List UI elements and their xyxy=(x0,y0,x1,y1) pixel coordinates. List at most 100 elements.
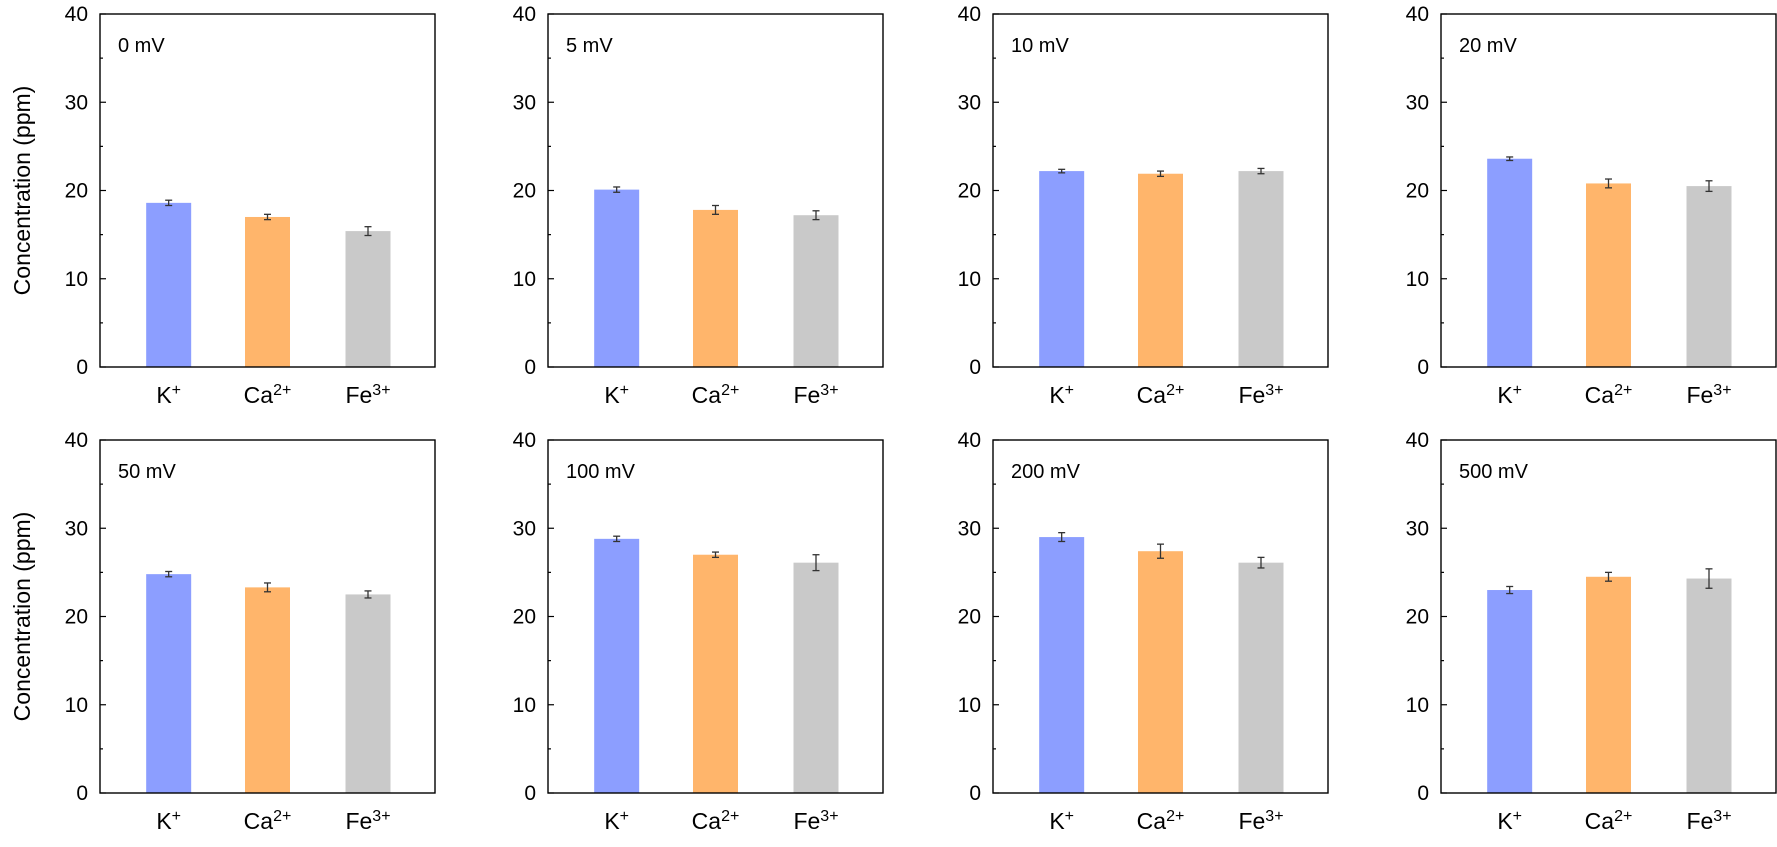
chart-panel: 0 10 20 30 40 K+ Ca2+ Fe3+ 50 mV Concentration (p… xyxy=(9,429,436,834)
y-tick-label: 30 xyxy=(958,517,981,540)
bar xyxy=(1238,171,1284,367)
error-bar xyxy=(712,551,719,559)
panel-title: 100 mV xyxy=(566,461,636,483)
y-tick-label: 20 xyxy=(1406,180,1429,203)
y-tick-label: 10 xyxy=(1406,268,1429,291)
y-tick-label: 30 xyxy=(65,517,88,540)
panel-title: 0 mV xyxy=(118,35,165,57)
bar xyxy=(345,231,391,367)
bar xyxy=(1686,186,1732,367)
error-bar xyxy=(812,210,820,221)
x-tick-label: K+ xyxy=(1049,808,1074,834)
error-bar xyxy=(1157,170,1164,178)
y-tick-label: 20 xyxy=(1406,606,1429,629)
x-tick-label: Ca2+ xyxy=(244,808,292,834)
error-bar xyxy=(1605,178,1612,189)
bar xyxy=(1039,537,1085,793)
y-tick-label: 30 xyxy=(1406,517,1429,540)
error-bar xyxy=(1506,156,1514,162)
bar xyxy=(1586,576,1631,793)
y-tick-label: 20 xyxy=(958,180,981,203)
y-tick-label: 40 xyxy=(1406,3,1429,26)
panel-title: 500 mV xyxy=(1459,461,1529,483)
chart-panel: 0 10 20 30 40 K+ Ca2+ Fe3+ 0 mV Concentration (pp… xyxy=(9,3,436,408)
chart-panel: 0 10 20 30 40 K+ Ca2+ Fe3+ 5 mV xyxy=(513,3,884,408)
error-bar xyxy=(1058,532,1066,543)
bar xyxy=(146,574,192,793)
bar xyxy=(1238,562,1284,793)
y-tick-label: 40 xyxy=(958,3,981,26)
error-bar xyxy=(165,199,173,207)
chart-panel: 0 10 20 30 40 K+ Ca2+ Fe3+ 500 mV xyxy=(1406,429,1777,834)
x-tick-label: Fe3+ xyxy=(793,808,838,834)
y-axis-label: Concentration (ppm) xyxy=(9,86,35,296)
bar xyxy=(245,216,290,367)
bar xyxy=(594,538,640,793)
y-tick-label: 20 xyxy=(958,606,981,629)
panel-title: 200 mV xyxy=(1011,461,1081,483)
y-tick-label: 10 xyxy=(958,268,981,291)
y-tick-label: 10 xyxy=(958,694,981,717)
y-tick-label: 0 xyxy=(524,782,536,805)
chart-panel: 0 10 20 30 40 K+ Ca2+ Fe3+ 200 mV xyxy=(958,429,1329,834)
error-bar xyxy=(165,570,173,578)
y-axis-label: Concentration (ppm) xyxy=(9,512,35,722)
x-tick-label: Ca2+ xyxy=(1585,808,1633,834)
panel-title: 5 mV xyxy=(566,35,613,57)
y-tick-label: 10 xyxy=(65,694,88,717)
bar xyxy=(1138,173,1183,367)
x-tick-label: K+ xyxy=(156,808,181,834)
bar xyxy=(146,202,192,367)
y-tick-label: 20 xyxy=(65,180,88,203)
x-tick-label: Fe3+ xyxy=(345,808,390,834)
y-tick-label: 0 xyxy=(524,356,536,379)
y-tick-label: 20 xyxy=(65,606,88,629)
y-tick-label: 0 xyxy=(1417,782,1429,805)
y-tick-label: 40 xyxy=(513,3,536,26)
y-tick-label: 30 xyxy=(65,91,88,114)
error-bar xyxy=(1257,167,1265,175)
error-bar xyxy=(1257,556,1265,569)
error-bar xyxy=(264,213,271,221)
bar xyxy=(245,587,290,793)
bar xyxy=(1138,551,1183,793)
panel-title: 10 mV xyxy=(1011,35,1069,57)
y-tick-label: 0 xyxy=(969,782,981,805)
error-bar xyxy=(1705,180,1713,193)
error-bar xyxy=(1506,585,1514,595)
y-tick-label: 10 xyxy=(513,268,536,291)
bar xyxy=(1586,183,1631,367)
y-tick-label: 10 xyxy=(1406,694,1429,717)
y-tick-label: 40 xyxy=(958,429,981,452)
x-tick-label: K+ xyxy=(156,382,181,408)
error-bar xyxy=(364,590,372,599)
error-bar xyxy=(613,535,621,543)
bar xyxy=(793,562,839,793)
bar xyxy=(594,189,640,367)
x-tick-label: Ca2+ xyxy=(244,382,292,408)
x-tick-label: Ca2+ xyxy=(692,382,740,408)
x-tick-label: K+ xyxy=(604,382,629,408)
y-tick-label: 20 xyxy=(513,606,536,629)
y-tick-label: 30 xyxy=(958,91,981,114)
bar xyxy=(1686,578,1732,793)
x-tick-label: Ca2+ xyxy=(692,808,740,834)
error-bar xyxy=(364,226,372,237)
x-tick-label: Fe3+ xyxy=(1238,808,1283,834)
chart-panel: 0 10 20 30 40 K+ Ca2+ Fe3+ 10 mV xyxy=(958,3,1329,408)
bar xyxy=(1039,171,1085,367)
panel-title: 50 mV xyxy=(118,461,176,483)
error-bar xyxy=(1605,571,1612,582)
panel-title: 20 mV xyxy=(1459,35,1517,57)
bar xyxy=(1487,158,1533,367)
error-bar xyxy=(712,204,719,215)
y-tick-label: 40 xyxy=(513,429,536,452)
chart-panel: 0 10 20 30 40 K+ Ca2+ Fe3+ 20 mV xyxy=(1406,3,1777,408)
y-tick-label: 10 xyxy=(513,694,536,717)
error-bar xyxy=(1058,168,1066,174)
x-tick-label: K+ xyxy=(1497,382,1522,408)
y-tick-label: 30 xyxy=(1406,91,1429,114)
bar xyxy=(693,209,738,367)
